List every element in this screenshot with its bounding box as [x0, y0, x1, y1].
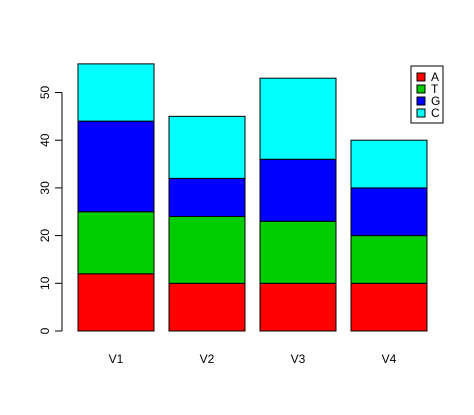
bar-segment-g-v4 [350, 187, 428, 237]
bar-stack-v2 [168, 115, 246, 332]
legend-swatch-c [416, 108, 426, 118]
legend-swatch-a [416, 72, 426, 82]
x-category-label: V1 [109, 352, 124, 366]
bar-stack-v3 [259, 77, 337, 332]
legend-label-a: A [431, 70, 439, 84]
y-tick-label: 20 [38, 229, 52, 243]
legend-label-c: C [431, 106, 440, 120]
bar-segment-g-v2 [168, 177, 246, 218]
x-category-label: V3 [291, 352, 306, 366]
bar-segment-c-v3 [259, 77, 337, 160]
bar-segment-g-v3 [259, 158, 337, 222]
bar-segment-c-v2 [168, 115, 246, 179]
bar-segment-c-v4 [350, 139, 428, 189]
y-tick-label: 10 [38, 276, 52, 290]
y-tick-label: 50 [38, 86, 52, 100]
y-tick-label: 30 [38, 181, 52, 195]
y-tick-label: 40 [38, 133, 52, 147]
x-axis-labels: V1 V2 V3 V4 [109, 352, 397, 366]
bar-segment-a-v3 [259, 282, 337, 332]
x-category-label: V4 [382, 352, 397, 366]
legend-swatch-g [416, 96, 426, 106]
legend-label-t: T [431, 82, 439, 96]
bar-segment-t-v1 [77, 211, 155, 275]
y-tick-label: 0 [38, 327, 52, 334]
legend-label-g: G [431, 94, 440, 108]
bar-stack-v4 [350, 139, 428, 332]
bar-segment-g-v1 [77, 120, 155, 213]
legend-box [410, 65, 444, 124]
legend-swatch-t [416, 84, 426, 94]
bar-segment-t-v4 [350, 235, 428, 284]
bar-segment-a-v4 [350, 282, 428, 332]
bar-segment-t-v2 [168, 216, 246, 284]
bar-segment-t-v3 [259, 220, 337, 284]
bar-stack-v1 [77, 63, 155, 332]
x-category-label: V2 [200, 352, 215, 366]
bars [77, 63, 428, 332]
y-axis: 0 10 20 30 40 50 [38, 86, 63, 334]
bar-segment-a-v1 [77, 273, 155, 332]
bar-segment-c-v1 [77, 63, 155, 122]
bar-segment-a-v2 [168, 282, 246, 332]
